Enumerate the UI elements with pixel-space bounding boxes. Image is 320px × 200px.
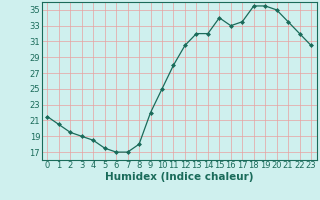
X-axis label: Humidex (Indice chaleur): Humidex (Indice chaleur) <box>105 172 253 182</box>
